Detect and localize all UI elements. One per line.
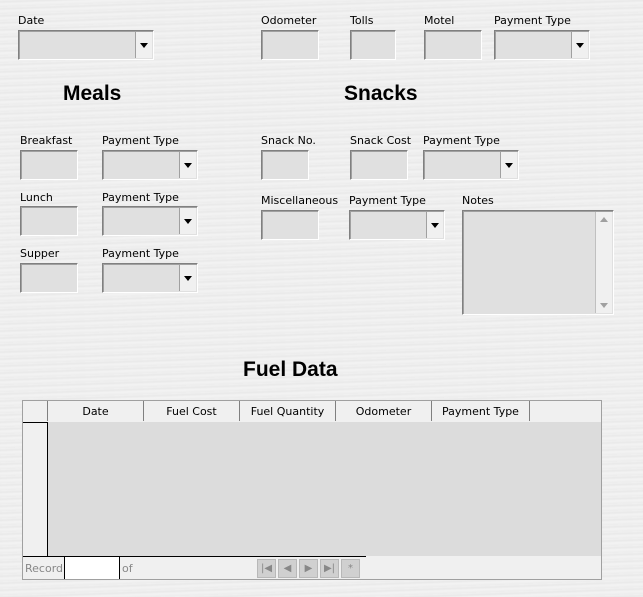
divider bbox=[23, 556, 366, 557]
column-header-fuel-cost[interactable]: Fuel Cost bbox=[144, 401, 240, 421]
payment-type-combo[interactable] bbox=[494, 30, 590, 60]
motel-label: Motel bbox=[424, 14, 455, 27]
motel-input[interactable] bbox=[424, 30, 482, 60]
breakfast-label: Breakfast bbox=[20, 134, 73, 147]
scroll-down-icon[interactable] bbox=[600, 303, 608, 308]
notes-textarea[interactable] bbox=[462, 210, 614, 315]
chevron-down-icon bbox=[184, 275, 192, 281]
odometer-input[interactable] bbox=[261, 30, 319, 60]
fuel-data-heading: Fuel Data bbox=[243, 358, 338, 381]
notes-scrollbar[interactable] bbox=[595, 212, 612, 313]
first-record-button[interactable]: |◀ bbox=[257, 559, 276, 578]
dropdown-button[interactable] bbox=[426, 212, 443, 238]
fuel-data-grid[interactable]: Date Fuel Cost Fuel Quantity Odometer Pa… bbox=[22, 400, 602, 580]
odometer-label: Odometer bbox=[261, 14, 317, 27]
chevron-down-icon bbox=[184, 162, 192, 168]
previous-record-icon: ◀ bbox=[283, 563, 292, 574]
last-record-button[interactable]: ▶| bbox=[320, 559, 339, 578]
date-label: Date bbox=[18, 14, 45, 27]
snacks-heading: Snacks bbox=[344, 82, 418, 105]
lunch-payment-combo[interactable] bbox=[102, 206, 198, 236]
snack-cost-label: Snack Cost bbox=[350, 134, 412, 147]
date-combo[interactable] bbox=[18, 30, 154, 60]
misc-payment-label: Payment Type bbox=[349, 194, 426, 207]
supper-payment-label: Payment Type bbox=[102, 247, 179, 260]
dropdown-button[interactable] bbox=[179, 265, 196, 291]
supper-label: Supper bbox=[20, 247, 60, 260]
meals-heading: Meals bbox=[63, 82, 122, 105]
new-record-icon: * bbox=[348, 563, 353, 574]
dropdown-button[interactable] bbox=[179, 152, 196, 178]
dropdown-button[interactable] bbox=[179, 208, 196, 234]
supper-input[interactable] bbox=[20, 263, 78, 293]
snack-payment-combo[interactable] bbox=[423, 150, 519, 180]
lunch-label: Lunch bbox=[20, 191, 53, 204]
grid-body[interactable] bbox=[48, 422, 601, 556]
snack-payment-label: Payment Type bbox=[423, 134, 500, 147]
previous-record-button[interactable]: ◀ bbox=[278, 559, 297, 578]
breakfast-payment-combo[interactable] bbox=[102, 150, 198, 180]
dropdown-button[interactable] bbox=[571, 32, 588, 58]
supper-payment-combo[interactable] bbox=[102, 263, 198, 293]
tolls-label: Tolls bbox=[350, 14, 374, 27]
snack-no-label: Snack No. bbox=[261, 134, 316, 147]
of-label: of bbox=[122, 562, 133, 575]
next-record-icon: ▶ bbox=[304, 563, 313, 574]
record-navigation-bar: Record of |◀ ◀ ▶ ▶| * bbox=[23, 557, 601, 579]
scroll-up-icon[interactable] bbox=[600, 217, 608, 222]
breakfast-input[interactable] bbox=[20, 150, 78, 180]
payment-type-label: Payment Type bbox=[494, 14, 571, 27]
chevron-down-icon bbox=[184, 218, 192, 224]
snack-no-input[interactable] bbox=[261, 150, 309, 180]
row-header-column bbox=[23, 422, 49, 557]
lunch-input[interactable] bbox=[20, 206, 78, 236]
row-header-corner bbox=[23, 401, 48, 421]
chevron-down-icon bbox=[140, 42, 148, 48]
last-record-icon: ▶| bbox=[323, 563, 336, 574]
record-label: Record bbox=[25, 562, 64, 575]
column-header-fuel-quantity[interactable]: Fuel Quantity bbox=[240, 401, 336, 421]
column-header-payment-type[interactable]: Payment Type bbox=[432, 401, 530, 421]
snack-cost-input[interactable] bbox=[350, 150, 408, 180]
first-record-icon: |◀ bbox=[260, 563, 273, 574]
misc-input[interactable] bbox=[261, 210, 319, 240]
new-record-button[interactable]: * bbox=[341, 559, 360, 578]
lunch-payment-label: Payment Type bbox=[102, 191, 179, 204]
tolls-input[interactable] bbox=[350, 30, 396, 60]
chevron-down-icon bbox=[576, 42, 584, 48]
column-header-date[interactable]: Date bbox=[48, 401, 144, 421]
misc-payment-combo[interactable] bbox=[349, 210, 445, 240]
grid-header: Date Fuel Cost Fuel Quantity Odometer Pa… bbox=[23, 401, 601, 423]
notes-label: Notes bbox=[462, 194, 494, 207]
column-header-odometer[interactable]: Odometer bbox=[336, 401, 432, 421]
breakfast-payment-label: Payment Type bbox=[102, 134, 179, 147]
chevron-down-icon bbox=[505, 162, 513, 168]
misc-label: Miscellaneous bbox=[261, 194, 339, 207]
dropdown-button[interactable] bbox=[135, 32, 152, 58]
next-record-button[interactable]: ▶ bbox=[299, 559, 318, 578]
chevron-down-icon bbox=[431, 222, 439, 228]
dropdown-button[interactable] bbox=[500, 152, 517, 178]
record-number-input[interactable] bbox=[64, 557, 120, 579]
